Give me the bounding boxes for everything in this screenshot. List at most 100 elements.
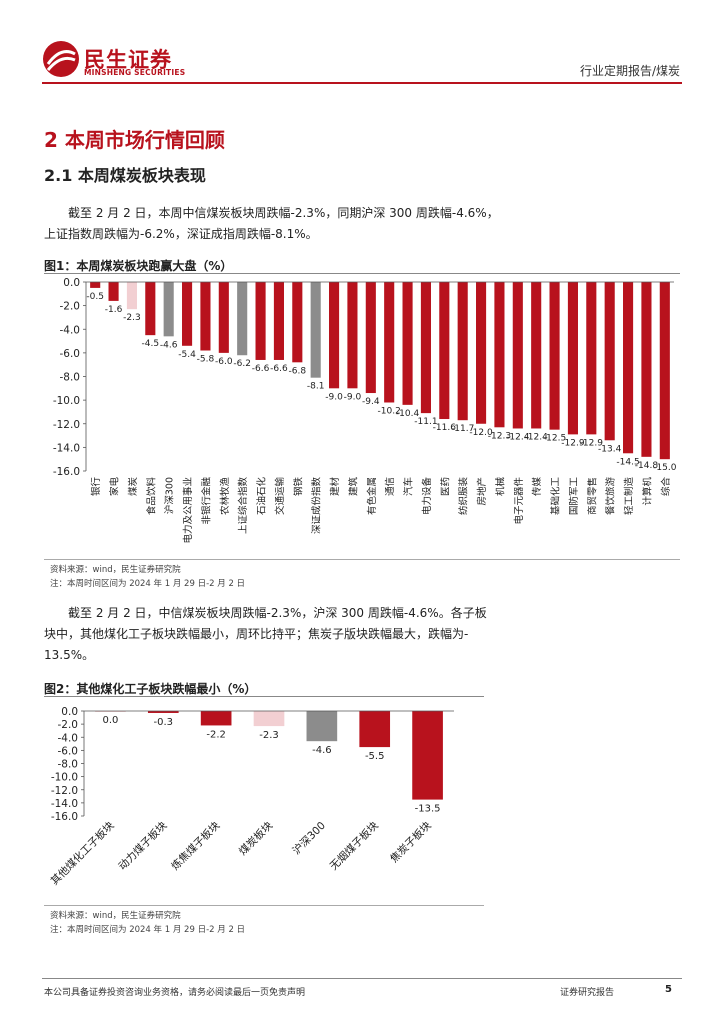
bar	[476, 282, 487, 424]
bar	[384, 282, 395, 403]
category-label: 石油石化	[256, 477, 268, 516]
category-label: 钢铁	[292, 477, 304, 497]
category-label: 农林牧渔	[219, 477, 231, 516]
category-label: 其他煤化工子板块	[48, 819, 117, 888]
y-tick-label: -16.0	[53, 466, 80, 478]
data-label: -0.3	[154, 717, 174, 728]
data-label: -2.2	[206, 729, 226, 740]
category-label: 电子元器件	[513, 477, 525, 525]
bar	[549, 282, 560, 430]
data-label: -15.0	[653, 463, 677, 473]
figure-1-title: 图1：本周煤炭板块跑赢大盘（%）	[44, 259, 233, 273]
data-label: -5.5	[365, 751, 385, 762]
data-label: -5.4	[178, 350, 196, 360]
figure-2-top-rule	[44, 696, 484, 697]
data-label: -13.4	[598, 444, 622, 454]
bar	[273, 282, 284, 360]
data-label: -4.6	[312, 745, 332, 756]
y-tick-label: -14.0	[53, 442, 80, 454]
data-label: -6.2	[233, 359, 251, 369]
figure-1-top-rule	[44, 273, 680, 274]
data-label: -0.5	[86, 292, 104, 302]
category-label: 商贸零售	[586, 477, 598, 515]
data-label: -12.9	[561, 438, 585, 448]
data-label: -8.1	[307, 382, 325, 392]
footer-doc-type: 证券研究报告	[560, 988, 615, 998]
y-tick-label: -10.0	[53, 395, 80, 407]
paragraph-2-line-3: 13.5%。	[44, 648, 95, 662]
category-label: 汽车	[403, 477, 415, 496]
bar	[659, 282, 670, 460]
section-heading: 2 本周市场行情回顾	[44, 128, 225, 152]
category-label: 煤炭板块	[236, 819, 275, 858]
data-label: -12.4	[506, 432, 530, 442]
data-label: -4.6	[160, 340, 178, 350]
y-tick-label: -8.0	[58, 759, 79, 771]
figure-2-chart: 0.0-2.0-4.0-6.0-8.0-10.0-12.0-14.0-16.00…	[48, 706, 454, 888]
brand-name-en: MINSHENG SECURITIES	[84, 68, 186, 77]
figure-2-title: 图2：其他煤化工子板块跌幅最小（%）	[44, 682, 257, 696]
data-label: -11.1	[414, 417, 437, 427]
paragraph-1-line-1: 截至 2 月 2 日，本周中信煤炭板块周跌幅-2.3%，同期沪深 300 周跌幅…	[68, 206, 499, 220]
category-label: 有色金属	[366, 477, 378, 515]
category-label: 房地产	[476, 477, 488, 506]
footer-divider	[42, 978, 682, 979]
bar	[306, 711, 338, 742]
category-label: 轻工制造	[623, 477, 635, 516]
figure-1-note: 注：本周时间区间为 2024 年 1 月 29 日-2 月 2 日	[50, 579, 246, 589]
bar	[147, 711, 179, 713]
bar	[623, 282, 634, 454]
category-label: 电力及公用事业	[182, 477, 194, 544]
category-label: 国防军工	[568, 477, 580, 516]
minsheng-logo-icon	[43, 41, 79, 77]
bar	[457, 282, 468, 421]
category-label: 传媒	[531, 477, 543, 497]
bar	[310, 282, 321, 378]
bar	[329, 282, 340, 389]
data-label: -12.5	[543, 434, 566, 444]
category-label: 建筑	[347, 477, 359, 497]
data-label: -10.4	[396, 409, 420, 419]
paragraph-1: 截至 2 月 2 日，本周中信煤炭板块周跌幅-2.3%，同期沪深 300 周跌幅…	[44, 203, 684, 245]
figure-2-bottom-rule	[44, 905, 484, 906]
category-label: 建材	[329, 477, 341, 497]
data-label: -12.9	[580, 438, 604, 448]
data-label: -12.3	[488, 431, 511, 441]
y-tick-label: -14.0	[51, 798, 78, 810]
report-type: 行业定期报告/煤炭	[579, 64, 680, 78]
data-label: -10.2	[378, 406, 401, 416]
category-label: 医药	[440, 477, 451, 496]
category-label: 家电	[109, 477, 121, 497]
y-tick-label: -6.0	[60, 348, 81, 360]
data-label: -4.5	[142, 339, 160, 349]
bar	[641, 282, 652, 457]
category-label: 机械	[494, 477, 506, 497]
paragraph-1-line-2: 上证指数周跌幅为-6.2%，深证成指周跌幅-8.1%。	[44, 227, 318, 241]
bar	[90, 282, 101, 288]
bar	[163, 282, 174, 337]
category-label: 上证综合指数	[237, 477, 249, 535]
category-label: 炼焦煤子板块	[169, 819, 223, 873]
subsection-heading: 2.1 本周煤炭板块表现	[44, 166, 206, 185]
category-label: 沪深300	[290, 819, 328, 857]
bar	[365, 282, 376, 394]
y-tick-label: -10.0	[51, 772, 78, 784]
data-label: -6.6	[270, 364, 288, 374]
bar	[412, 711, 443, 800]
category-label: 银行	[90, 477, 102, 497]
paragraph-2-line-1: 截至 2 月 2 日，中信煤炭板块周跌幅-2.3%，沪深 300 周跌幅-4.6…	[68, 606, 487, 620]
bar	[420, 282, 431, 414]
paragraph-2: 截至 2 月 2 日，中信煤炭板块周跌幅-2.3%，沪深 300 周跌幅-4.6…	[44, 603, 684, 666]
data-label: -12.0	[469, 428, 493, 438]
data-label: -12.4	[525, 432, 549, 442]
bar	[494, 282, 505, 428]
data-label: -1.6	[105, 305, 123, 315]
bar	[237, 282, 248, 356]
y-tick-label: 0.0	[63, 277, 80, 289]
category-label: 餐饮旅游	[605, 477, 617, 516]
footer-disclaimer: 本公司具备证券投资咨询业务资格，请务必阅读最后一页免责声明	[44, 988, 306, 998]
y-tick-label: -6.0	[58, 745, 79, 757]
bar	[255, 282, 266, 360]
bar	[145, 282, 156, 336]
data-label: -6.0	[215, 357, 233, 367]
